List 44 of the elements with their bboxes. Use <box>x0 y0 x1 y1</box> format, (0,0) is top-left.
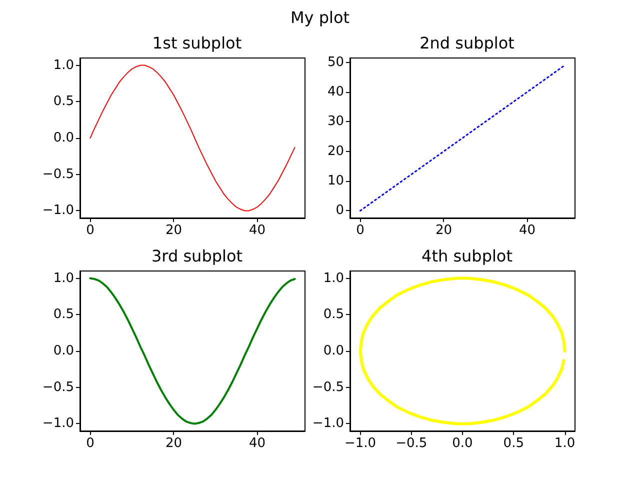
y-tick-label: 20 <box>327 144 344 159</box>
y-tick-label: 0.0 <box>53 130 74 146</box>
line-series <box>90 64 296 212</box>
y-tick-label: 1.0 <box>53 270 74 286</box>
y-tick-label: −0.5 <box>42 166 74 182</box>
x-tick-label: −0.5 <box>396 436 428 451</box>
y-tick-label: 0 <box>336 203 344 218</box>
y-tick-label: 1.0 <box>323 270 344 286</box>
chart-title: 4th subplot <box>422 246 512 266</box>
text: My plot <box>289 8 351 27</box>
y-tick-label: 10 <box>327 174 344 189</box>
x-tick-label: 40 <box>248 223 266 238</box>
y-tick-label: 1.0 <box>53 58 74 73</box>
y-tick-label: 40 <box>327 84 344 100</box>
line-series <box>358 276 566 426</box>
y-tick-label: 50 <box>327 54 344 70</box>
x-tick-label: 40 <box>518 223 536 238</box>
line-series <box>89 277 296 425</box>
line-series <box>359 64 566 212</box>
chart-title: 3rd subplot <box>151 246 243 266</box>
chart-title: 1st subplot <box>152 34 242 52</box>
y-tick-label: 0.0 <box>323 344 344 358</box>
y-tick-label: 0.5 <box>53 307 74 322</box>
x-tick-label: 20 <box>435 223 452 238</box>
y-tick-label: 0.5 <box>53 94 74 110</box>
x-tick-label: 20 <box>165 436 182 451</box>
y-tick-label: −0.5 <box>312 380 344 395</box>
x-tick-label: 0.0 <box>452 436 473 451</box>
x-tick-label: 0.5 <box>503 436 524 451</box>
y-tick-label: 30 <box>327 114 344 130</box>
chart-title: 2nd subplot <box>420 34 514 52</box>
y-tick-label: −0.5 <box>42 380 74 395</box>
y-tick-label: −1.0 <box>42 416 74 432</box>
y-tick-label: −1.0 <box>42 203 74 218</box>
y-tick-label: −1.0 <box>312 416 344 432</box>
x-tick-label: 20 <box>165 223 182 238</box>
x-tick-label: 40 <box>248 436 266 451</box>
x-tick-label: 0 <box>86 436 94 451</box>
x-tick-label: 0 <box>356 223 364 238</box>
y-tick-label: 0.0 <box>53 344 74 358</box>
x-tick-label: 0 <box>86 223 94 238</box>
x-tick-label: 1.0 <box>554 436 576 451</box>
x-tick-label: −1.0 <box>344 436 376 451</box>
y-tick-label: 0.5 <box>323 307 344 322</box>
